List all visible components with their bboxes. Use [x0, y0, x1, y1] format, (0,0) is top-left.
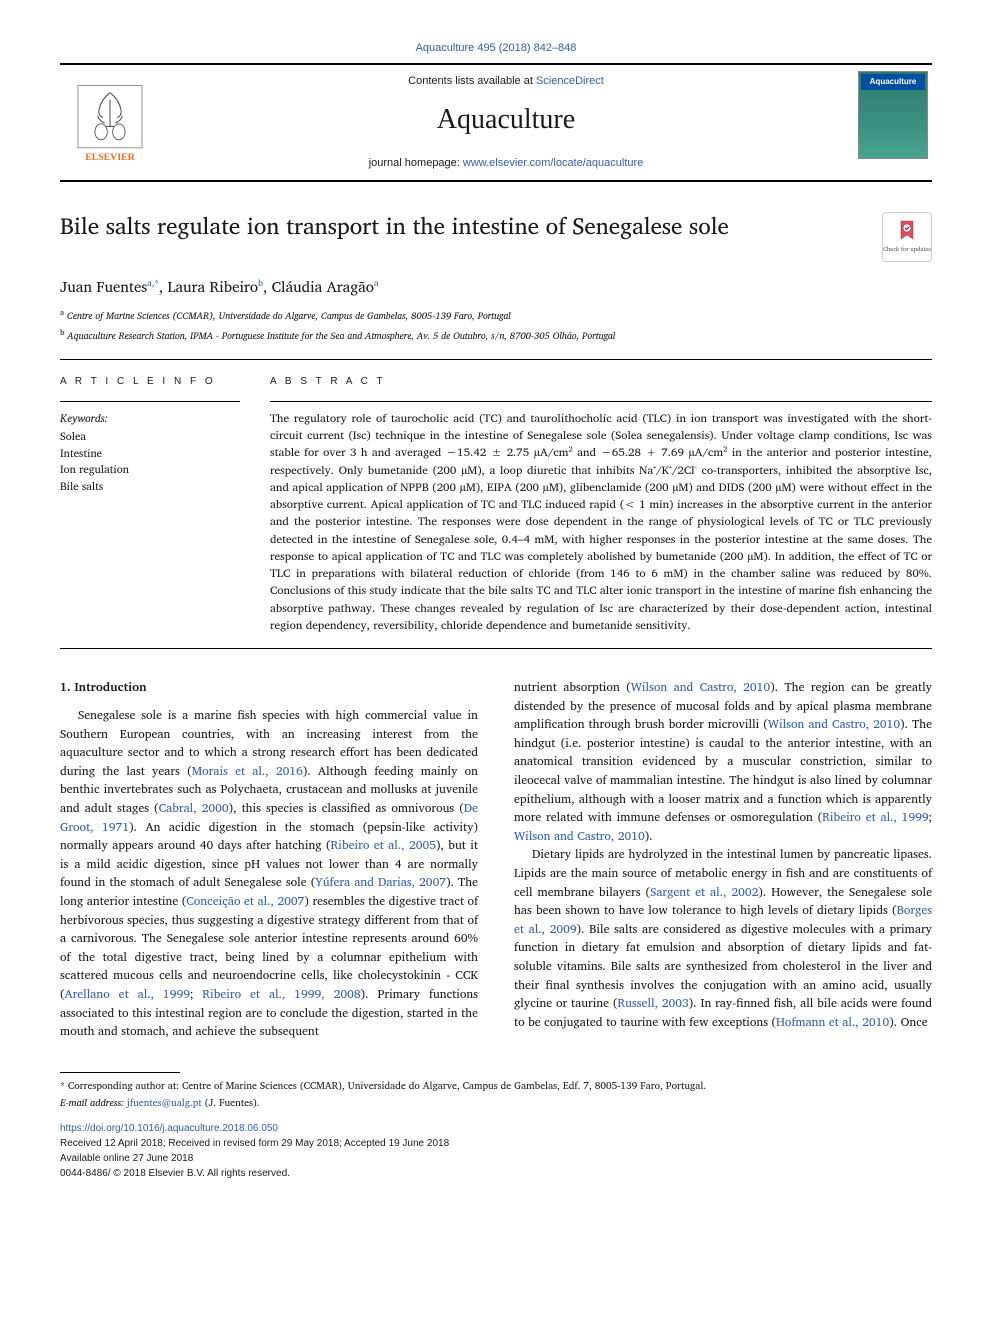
- copyright-line: 0044-8486/ © 2018 Elsevier B.V. All righ…: [60, 1166, 932, 1181]
- citation-link[interactable]: Sargent et al., 2002: [650, 883, 758, 902]
- abstract-heading: A B S T R A C T: [270, 374, 932, 389]
- author-1: Juan Fuentesa,*: [60, 274, 159, 299]
- article-title: Bile salts regulate ion transport in the…: [60, 212, 882, 242]
- abstract-block: A B S T R A C T The regulatory role of t…: [270, 374, 932, 634]
- intro-continuation: nutrient absorption (Wilson and Castro, …: [514, 679, 932, 846]
- keyword: Solea: [60, 428, 240, 445]
- citation-link[interactable]: Ribeiro et al., 1999: [822, 808, 929, 827]
- citation-link[interactable]: Morais et al., 2016: [192, 762, 303, 781]
- abstract-text: The regulatory role of taurocholic acid …: [270, 410, 932, 634]
- received-line: Received 12 April 2018; Received in revi…: [60, 1136, 932, 1151]
- citation-link[interactable]: Cabral, 2000: [159, 799, 229, 818]
- elsevier-logo: ELSEVIER: [60, 65, 160, 180]
- citation-link[interactable]: Wilson and Castro, 2010: [768, 715, 900, 734]
- homepage-line: journal homepage: www.elsevier.com/locat…: [160, 155, 852, 172]
- section-1-heading: 1. Introduction: [60, 679, 478, 697]
- citation-link[interactable]: Wilson and Castro, 2010: [631, 678, 771, 697]
- check-updates-text: Check for updates: [883, 245, 931, 254]
- elsevier-tree-icon: ELSEVIER: [70, 82, 150, 162]
- keyword: Intestine: [60, 445, 240, 462]
- email-suffix: (J. Fuentes).: [202, 1095, 260, 1111]
- intro-paragraph-2: Dietary lipids are hydrolyzed in the int…: [514, 846, 932, 1032]
- email-link[interactable]: jfuentes@ualg.pt: [127, 1095, 202, 1111]
- authors-line: Juan Fuentesa,*, Laura Ribeirob, Cláudia…: [60, 276, 932, 299]
- email-label: E-mail address:: [60, 1095, 127, 1111]
- top-citation: Aquaculture 495 (2018) 842–848: [60, 40, 932, 57]
- citation-link[interactable]: Russell, 2003: [617, 994, 688, 1013]
- keyword: Ion regulation: [60, 461, 240, 478]
- journal-cover: Aquaculture: [852, 65, 932, 180]
- divider-bottom: [60, 648, 932, 649]
- bookmark-check-icon: [895, 219, 919, 243]
- svg-text:ELSEVIER: ELSEVIER: [85, 152, 135, 162]
- journal-cover-title: Aquaculture: [861, 74, 925, 90]
- homepage-prefix: journal homepage:: [369, 157, 463, 169]
- journal-header: ELSEVIER Contents lists available at Sci…: [60, 63, 932, 182]
- affiliation-a: a Centre of Marine Sciences (CCMAR), Uni…: [60, 306, 932, 324]
- article-info-block: A R T I C L E I N F O Keywords: Solea In…: [60, 374, 240, 634]
- citation-link[interactable]: Ribeiro et al., 1999, 2008: [202, 985, 360, 1004]
- citation-link[interactable]: Yúfera and Darias, 2007: [315, 873, 446, 892]
- citation-link[interactable]: Borges et al., 2009: [514, 901, 932, 939]
- journal-name: Aquaculture: [160, 99, 852, 141]
- body-col-left: 1. Introduction Senegalese sole is a mar…: [60, 679, 478, 1042]
- keywords-label: Keywords:: [60, 410, 240, 427]
- available-line: Available online 27 June 2018: [60, 1151, 932, 1166]
- corresponding-author-note: * Corresponding author at: Centre of Mar…: [60, 1079, 932, 1094]
- doi-block: https://doi.org/10.1016/j.aquaculture.20…: [60, 1121, 932, 1181]
- citation-link[interactable]: Ribeiro et al., 2005: [331, 836, 436, 855]
- citation-link[interactable]: Hofmann et al., 2010: [776, 1013, 889, 1032]
- citation-link[interactable]: Arellano et al., 1999: [65, 985, 190, 1004]
- doi-link[interactable]: https://doi.org/10.1016/j.aquaculture.20…: [60, 1121, 932, 1136]
- check-updates-badge[interactable]: Check for updates: [882, 212, 932, 262]
- affiliation-b: b Aquaculture Research Station, IPMA - P…: [60, 326, 932, 344]
- article-info-heading: A R T I C L E I N F O: [60, 374, 240, 389]
- intro-paragraph-1: Senegalese sole is a marine fish species…: [60, 707, 478, 1042]
- keyword: Bile salts: [60, 478, 240, 495]
- author-2: Laura Ribeirob: [167, 274, 263, 299]
- contents-prefix: Contents lists available at: [408, 75, 536, 87]
- citation-link[interactable]: De Groot, 1971: [60, 799, 478, 837]
- email-line: E-mail address: jfuentes@ualg.pt (J. Fue…: [60, 1096, 932, 1111]
- citation-link[interactable]: Conceição et al., 2007: [186, 892, 304, 911]
- contents-available-line: Contents lists available at ScienceDirec…: [160, 73, 852, 90]
- citation-link[interactable]: Wilson and Castro, 2010: [514, 827, 645, 846]
- divider-top: [60, 359, 932, 360]
- footnote-separator: [60, 1072, 180, 1073]
- author-3: Cláudia Aragãoa: [272, 274, 379, 299]
- sciencedirect-link[interactable]: ScienceDirect: [536, 75, 604, 87]
- body-col-right: nutrient absorption (Wilson and Castro, …: [514, 679, 932, 1042]
- homepage-link[interactable]: www.elsevier.com/locate/aquaculture: [463, 157, 643, 169]
